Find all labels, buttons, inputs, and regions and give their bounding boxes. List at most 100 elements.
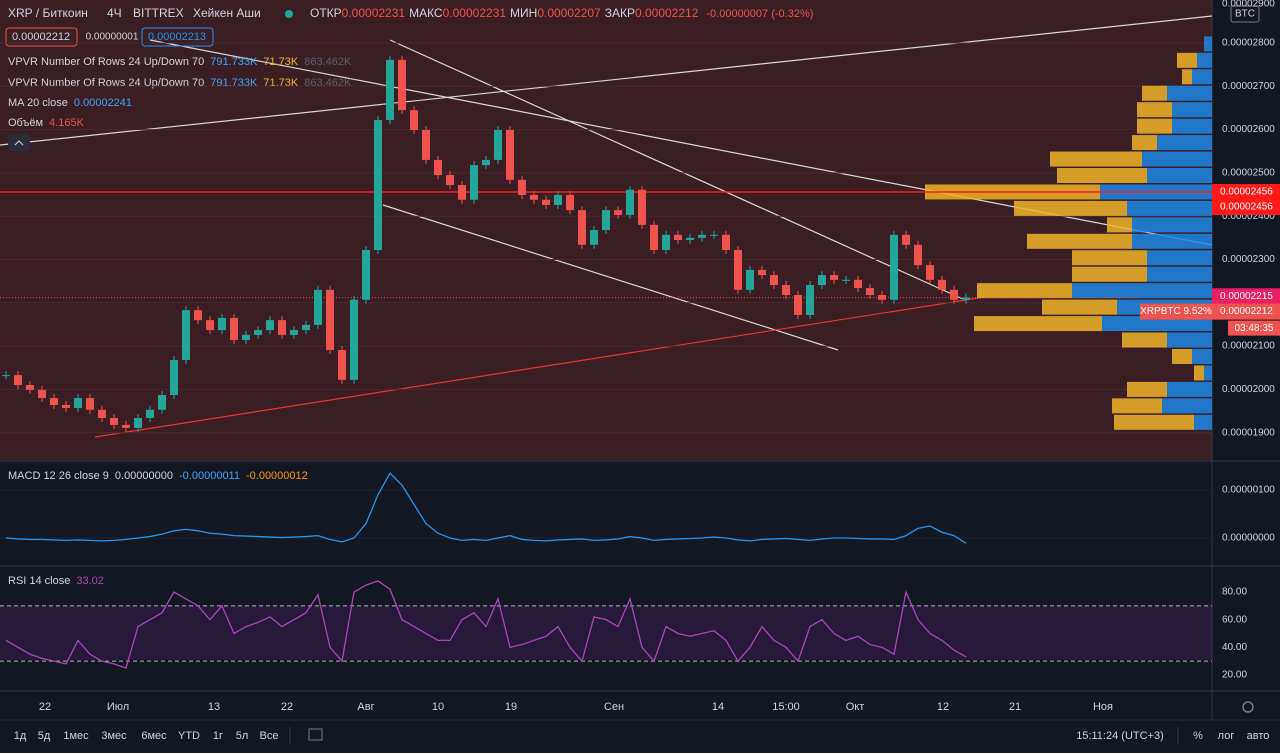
candle [122,424,130,428]
settings-icon[interactable] [1242,701,1254,713]
range-button[interactable]: 1д [14,730,27,742]
candle [374,120,382,250]
ohlc-label: ОТКР [310,6,342,20]
candle [698,234,706,238]
candle [134,417,142,428]
sell-price[interactable]: 0.00002212 [12,31,70,43]
vp-up [1142,151,1212,167]
x-tick-label: Окт [846,701,865,713]
range-button[interactable]: 6мес [141,730,167,742]
candle [14,375,22,386]
macd-pane [0,462,1212,565]
clock: 15:11:24 (UTC+3) [1076,730,1164,742]
price-tag-label: 0.00002215 [1220,291,1273,302]
vp-up [1147,250,1212,266]
candle [482,159,490,166]
vp-up [1197,52,1212,68]
ohlc-label: МИН [510,6,537,20]
vp-down [1137,102,1172,118]
vp-up [1204,36,1212,52]
buy-button[interactable] [141,27,214,47]
candle [74,398,82,409]
vp-down [1057,167,1147,183]
vp-up [1157,135,1212,151]
collapse-button[interactable] [8,134,30,151]
candle [746,269,754,290]
range-button[interactable]: Все [260,730,279,742]
vp-down [1027,233,1132,249]
legend-text: 71.73K [263,56,299,68]
spread: 0.00000001 [86,32,139,43]
candle [458,185,466,200]
candle [146,409,154,418]
currency[interactable]: BTC [1235,9,1255,20]
range-button[interactable]: 1г [213,730,223,742]
vp-down [1107,217,1132,233]
candle [806,285,814,315]
candle [614,210,622,215]
candle [326,289,334,350]
y-tick-label: 0.00002800 [1222,38,1275,49]
vp-up [1167,85,1212,101]
range-button[interactable]: 1мес [63,730,89,742]
x-tick-label: 12 [937,701,949,713]
candle [278,320,286,335]
candle [98,409,106,418]
x-tick-label: Июл [107,701,129,713]
legend-text: 0.00000000 [115,470,173,482]
vp-down [977,283,1072,299]
x-tick-label: 15:00 [772,701,800,713]
legend-text: Объём [8,117,43,129]
candle [530,194,538,200]
sell-button[interactable] [5,27,78,47]
range-button[interactable]: 5д [38,730,51,742]
legend-text: VPVR Number Of Rows 24 Up/Down 70 [8,77,204,89]
candle [518,179,526,195]
vp-up [1192,69,1212,85]
range-button[interactable]: YTD [178,730,200,742]
chart-style: Хейкен Аши [193,6,261,20]
candle [650,224,658,250]
range-button[interactable]: 3мес [101,730,127,742]
price-tag-label: 0.00002456 [1220,202,1273,213]
y-tick-label: 60.00 [1222,614,1247,625]
collapse-icon [14,140,24,146]
macd-line [5,472,967,544]
y-tick-label: 80.00 [1222,587,1247,598]
trend-line [0,15,1213,146]
ohlc-label: МАКС [409,6,443,20]
rsi-line [5,580,967,669]
price-tag-label: 0.00002456 [1220,187,1273,198]
candle [422,130,430,160]
candle [914,244,922,266]
vp-up [1147,167,1212,183]
countdown-tag [1228,320,1280,336]
legend-text: -0.00000012 [246,470,308,482]
currency-box[interactable] [1230,5,1260,23]
candle [866,288,874,296]
legend-text: 0.00002241 [74,97,132,109]
auto-toggle[interactable]: авто [1247,730,1270,742]
percent-toggle[interactable]: % [1193,730,1203,742]
interval: 4Ч [107,6,122,20]
candle [410,110,418,131]
candle [266,320,274,331]
buy-price[interactable]: 0.00002213 [148,31,206,43]
legend-text: -0.00000011 [179,470,240,482]
vp-down [1050,151,1142,167]
candle [494,130,502,160]
log-toggle[interactable]: лог [1218,730,1235,742]
vp-up [1102,316,1212,332]
x-tick-label: 22 [281,701,293,713]
vp-down [1132,135,1157,151]
candle [110,417,118,425]
candle [782,285,790,296]
vp-down [1194,365,1204,381]
candle [86,398,94,410]
vp-up [1172,118,1212,134]
candle [710,234,718,236]
range-button[interactable]: 5л [236,730,249,742]
candle [470,165,478,200]
date-range-icon[interactable] [308,728,323,741]
vp-down [1112,398,1162,414]
